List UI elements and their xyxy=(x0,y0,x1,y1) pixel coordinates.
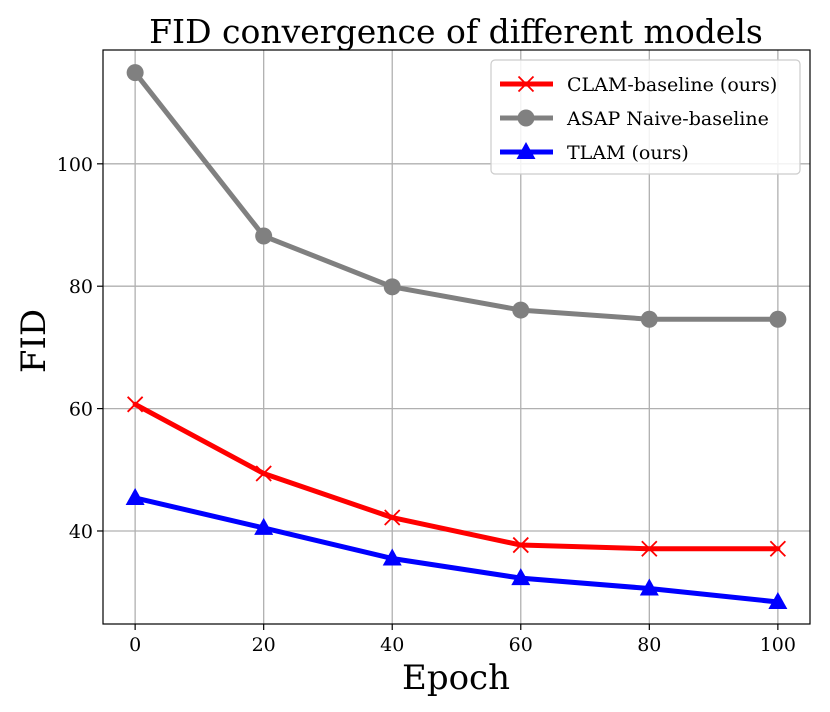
legend-marker xyxy=(517,109,535,127)
chart-title: FID convergence of different models xyxy=(149,12,763,51)
axis-ticks: 0 20 40 60 80 100 40 60 80 100 xyxy=(57,154,796,656)
y-tick-label: 60 xyxy=(69,399,93,421)
series-clam-baseline-ours xyxy=(126,396,787,557)
x-tick-label: 60 xyxy=(509,634,533,656)
legend-box xyxy=(490,59,801,175)
x-tick-label: 0 xyxy=(129,634,141,656)
data-point xyxy=(384,509,401,526)
data-point xyxy=(512,536,529,554)
data-point xyxy=(641,540,658,557)
x-axis-title: Epoch xyxy=(402,658,510,698)
x-tick-label: 20 xyxy=(252,634,276,656)
series-asap-naive-baseline xyxy=(126,64,787,328)
legend-item: ASAP Naive-baseline xyxy=(500,108,769,130)
x-tick-label: 80 xyxy=(637,634,661,656)
data-point xyxy=(511,568,531,586)
data-point xyxy=(125,487,145,505)
y-axis-title: FID xyxy=(14,309,54,373)
series-line xyxy=(132,495,781,605)
series-line xyxy=(132,70,781,322)
y-tick-label: 40 xyxy=(69,521,93,543)
data-point xyxy=(769,310,787,328)
data-point xyxy=(126,64,144,82)
legend: CLAM-baseline (ours) ASAP Naive-baseline T… xyxy=(490,59,801,175)
legend-label: ASAP Naive-baseline xyxy=(566,108,769,130)
legend-marker xyxy=(516,142,536,159)
series-layer xyxy=(125,64,788,609)
legend-label: CLAM-baseline (ours) xyxy=(567,74,777,96)
data-point xyxy=(255,465,272,482)
data-point xyxy=(126,396,144,413)
legend-label: TLAM (ours) xyxy=(567,142,689,164)
legend-item: TLAM (ours) xyxy=(500,142,689,164)
x-tick-label: 100 xyxy=(760,634,796,656)
plot-frame xyxy=(102,49,811,625)
x-tick-label: 40 xyxy=(380,634,404,656)
data-point xyxy=(768,591,788,609)
data-point xyxy=(769,540,787,557)
y-tick-label: 80 xyxy=(69,276,93,298)
data-point xyxy=(383,278,401,296)
data-point xyxy=(255,227,273,245)
series-line xyxy=(132,401,781,552)
series-tlam-ours xyxy=(125,487,788,609)
legend-item: CLAM-baseline (ours) xyxy=(500,74,777,96)
data-point xyxy=(512,301,530,319)
data-point xyxy=(254,517,274,535)
data-point xyxy=(639,578,659,596)
data-point xyxy=(640,310,658,328)
data-point xyxy=(382,548,402,566)
y-tick-label: 100 xyxy=(57,154,93,176)
legend-marker xyxy=(517,75,535,93)
